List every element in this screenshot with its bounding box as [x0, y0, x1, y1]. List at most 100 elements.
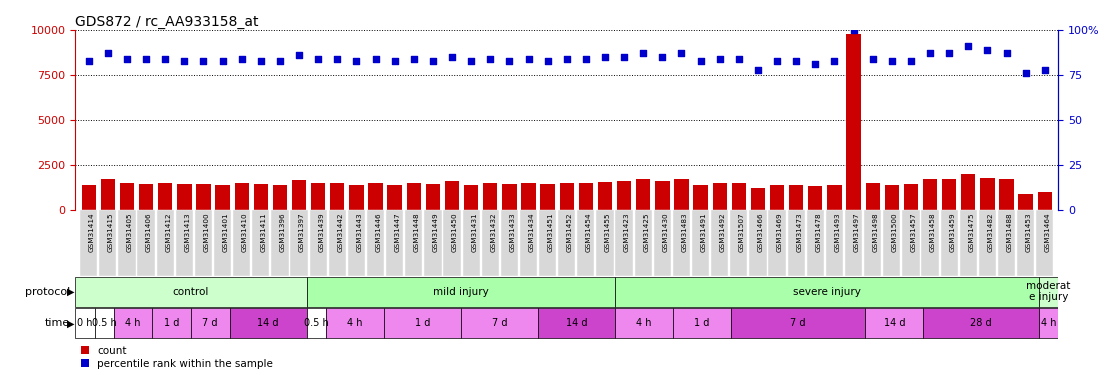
Bar: [235, 183, 249, 210]
Point: [233, 56, 250, 62]
FancyBboxPatch shape: [80, 210, 98, 276]
FancyBboxPatch shape: [538, 210, 556, 276]
Text: GSM31473: GSM31473: [797, 212, 802, 252]
FancyBboxPatch shape: [615, 309, 673, 338]
Bar: [847, 34, 861, 210]
Text: 7 d: 7 d: [790, 318, 806, 328]
Text: GSM31410: GSM31410: [242, 212, 248, 252]
FancyBboxPatch shape: [195, 210, 212, 276]
Bar: [82, 185, 96, 210]
FancyBboxPatch shape: [114, 309, 153, 338]
Bar: [196, 184, 211, 210]
FancyBboxPatch shape: [100, 210, 116, 276]
Point: [501, 58, 519, 64]
Bar: [655, 181, 669, 210]
Point: [137, 56, 155, 62]
Bar: [215, 185, 229, 210]
Bar: [808, 186, 822, 210]
Text: 1 d: 1 d: [694, 318, 709, 328]
Bar: [101, 179, 115, 210]
Point: [290, 52, 308, 58]
FancyBboxPatch shape: [329, 210, 346, 276]
Point: [328, 56, 346, 62]
FancyBboxPatch shape: [1039, 309, 1058, 338]
Text: 14 d: 14 d: [883, 318, 905, 328]
Bar: [789, 185, 803, 210]
FancyBboxPatch shape: [461, 309, 537, 338]
FancyBboxPatch shape: [864, 210, 881, 276]
Bar: [464, 185, 479, 210]
FancyBboxPatch shape: [214, 210, 232, 276]
FancyBboxPatch shape: [75, 309, 94, 338]
Point: [175, 58, 193, 64]
Text: 0.5 h: 0.5 h: [304, 318, 329, 328]
FancyBboxPatch shape: [730, 309, 865, 338]
Text: GSM31405: GSM31405: [127, 212, 133, 252]
Bar: [923, 179, 937, 210]
Bar: [961, 174, 975, 210]
Text: GSM31406: GSM31406: [146, 212, 152, 252]
Text: GSM31452: GSM31452: [566, 212, 573, 252]
Point: [348, 58, 366, 64]
Point: [635, 50, 653, 56]
Text: GSM31464: GSM31464: [1045, 212, 1050, 252]
Bar: [828, 185, 842, 210]
Point: [1017, 70, 1035, 76]
Text: GSM31448: GSM31448: [413, 212, 420, 252]
Bar: [444, 181, 459, 210]
Text: GSM31482: GSM31482: [987, 212, 994, 252]
Point: [997, 50, 1015, 56]
Point: [711, 56, 729, 62]
Text: GSM31446: GSM31446: [376, 212, 381, 252]
Text: moderat
e injury: moderat e injury: [1026, 281, 1070, 302]
Text: GSM31411: GSM31411: [260, 212, 267, 252]
FancyBboxPatch shape: [923, 309, 1039, 338]
Bar: [541, 184, 555, 210]
Point: [596, 54, 614, 60]
Point: [941, 50, 958, 56]
FancyBboxPatch shape: [176, 210, 193, 276]
Text: 4 h: 4 h: [347, 318, 362, 328]
FancyBboxPatch shape: [788, 210, 804, 276]
Point: [691, 58, 709, 64]
FancyBboxPatch shape: [233, 210, 250, 276]
Bar: [368, 183, 382, 210]
Bar: [1037, 192, 1051, 210]
Bar: [770, 185, 784, 210]
FancyBboxPatch shape: [615, 277, 1039, 306]
FancyBboxPatch shape: [711, 210, 728, 276]
Text: GDS872 / rc_AA933158_at: GDS872 / rc_AA933158_at: [75, 15, 259, 29]
Text: GSM31450: GSM31450: [452, 212, 458, 252]
Text: GSM31412: GSM31412: [165, 212, 172, 252]
Point: [788, 58, 806, 64]
Point: [462, 58, 480, 64]
Bar: [483, 183, 497, 210]
Text: GSM31397: GSM31397: [299, 212, 305, 252]
FancyBboxPatch shape: [635, 210, 652, 276]
Point: [615, 54, 633, 60]
Text: GSM31498: GSM31498: [873, 212, 879, 252]
FancyBboxPatch shape: [749, 210, 767, 276]
Bar: [865, 183, 880, 210]
Text: GSM31500: GSM31500: [892, 212, 897, 252]
Point: [99, 50, 116, 56]
Text: GSM31442: GSM31442: [337, 212, 343, 252]
Bar: [273, 185, 287, 210]
Bar: [712, 183, 727, 210]
Bar: [981, 178, 995, 210]
FancyBboxPatch shape: [290, 210, 308, 276]
FancyBboxPatch shape: [883, 210, 901, 276]
Bar: [425, 184, 440, 210]
Text: time: time: [44, 318, 70, 328]
Text: GSM31414: GSM31414: [89, 212, 94, 252]
Bar: [120, 183, 134, 210]
Text: ▶: ▶: [66, 318, 74, 328]
Text: GSM31492: GSM31492: [720, 212, 726, 252]
Point: [538, 58, 556, 64]
FancyBboxPatch shape: [137, 210, 155, 276]
FancyBboxPatch shape: [537, 309, 615, 338]
Bar: [942, 179, 956, 210]
FancyBboxPatch shape: [1039, 277, 1058, 306]
FancyBboxPatch shape: [348, 210, 365, 276]
FancyBboxPatch shape: [922, 210, 938, 276]
